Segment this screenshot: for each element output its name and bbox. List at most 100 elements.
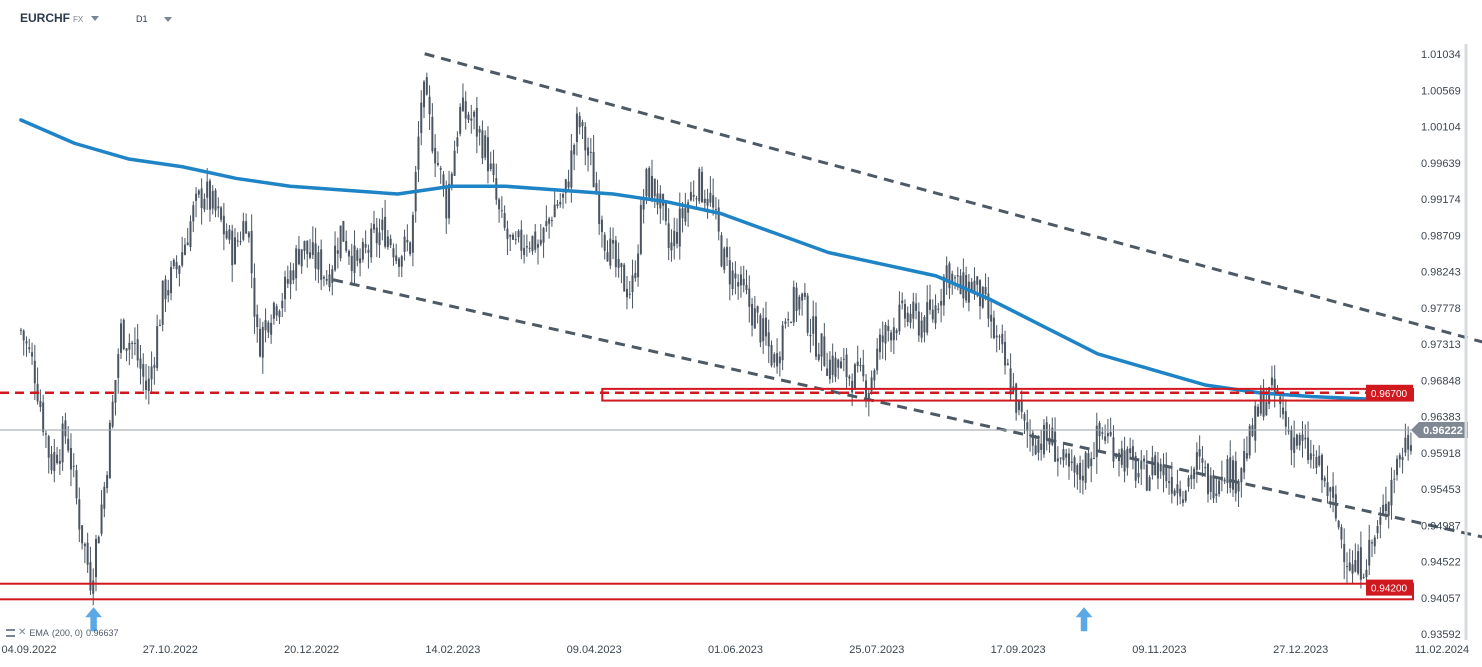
candle-body — [264, 320, 267, 331]
time-axis[interactable]: 04.09.2022 27.10.2022 20.12.2022 14.02.2023… — [1, 644, 1469, 656]
candle-body — [642, 198, 645, 210]
candle-body — [406, 239, 409, 243]
candle-body — [909, 313, 912, 323]
candle-body — [798, 296, 801, 310]
candle-body — [620, 263, 623, 268]
candle-body — [1037, 439, 1040, 453]
arrow-up-icon — [1072, 604, 1096, 633]
candle-body — [1345, 566, 1348, 568]
candle-body — [1134, 456, 1137, 481]
candle-body — [973, 280, 976, 295]
price-tick-label: 0.97313 — [1421, 339, 1461, 351]
candle-body — [195, 193, 198, 201]
price-tick-label: 0.97778 — [1421, 303, 1461, 315]
candle-body — [1223, 479, 1226, 482]
symbol-selector[interactable]: EURCHF FX — [20, 11, 100, 25]
candle-body — [612, 240, 615, 244]
candle-body — [878, 334, 881, 353]
close-icon[interactable]: ✕ — [18, 627, 27, 638]
candle-body — [492, 163, 495, 176]
candle-body — [1143, 458, 1146, 462]
candle-body — [1307, 437, 1310, 460]
candle-body — [1226, 459, 1229, 484]
candle-body — [281, 300, 284, 309]
candle-body — [1309, 453, 1312, 460]
candle-body — [178, 266, 181, 274]
candle-body — [945, 265, 948, 281]
candle-body — [345, 241, 348, 251]
candle-body — [142, 364, 145, 377]
candle-body — [1270, 377, 1273, 386]
candle-body — [1165, 464, 1168, 481]
candle-body — [926, 302, 929, 333]
upper-channel-line[interactable] — [424, 52, 1482, 451]
candle-body — [292, 270, 295, 281]
candle-body — [231, 230, 234, 266]
chevron-down-icon[interactable] — [163, 17, 172, 23]
candle-body — [1137, 472, 1140, 478]
candle-body — [89, 562, 92, 591]
candle-body — [1084, 452, 1087, 483]
candle-body — [1009, 368, 1012, 395]
candle-body — [186, 242, 189, 246]
candle-body — [392, 248, 395, 258]
price-axis[interactable]: 1.01034 1.00569 1.00104 0.99639 0.99174 0.987… — [1421, 44, 1468, 641]
price-tick-label: 0.96383 — [1421, 412, 1461, 424]
candle-body — [942, 276, 945, 306]
ema-200-line — [19, 118, 1412, 401]
trendlines[interactable] — [332, 52, 1482, 630]
candle-body — [531, 235, 534, 252]
candle-body — [645, 168, 648, 197]
candle-body — [787, 319, 790, 321]
candle-body — [1215, 493, 1218, 497]
candle-body — [233, 237, 236, 265]
candle-body — [128, 342, 131, 350]
price-tick-label: 1.00104 — [1421, 122, 1461, 134]
menu-icon[interactable] — [6, 628, 15, 637]
lower-channel-line[interactable] — [332, 278, 1482, 630]
candle-body — [314, 243, 317, 269]
candle-body — [334, 245, 337, 271]
candle-body — [170, 266, 173, 294]
price-tick-label: 1.00569 — [1421, 85, 1461, 97]
horizontal-levels[interactable]: 0.96700 0.94200 0.96222 — [0, 384, 1468, 601]
level-price-tag[interactable] — [1366, 384, 1413, 401]
chevron-down-icon[interactable] — [91, 16, 100, 22]
candle-body — [42, 402, 45, 432]
candle-body — [1159, 463, 1162, 472]
candle-body — [239, 241, 242, 243]
candle-body — [695, 198, 698, 200]
candle-body — [64, 420, 67, 437]
candle-body — [1401, 456, 1404, 460]
candle-body — [1051, 427, 1054, 445]
candle-body — [998, 336, 1001, 338]
candle-body — [183, 244, 186, 255]
candle-body — [1087, 453, 1090, 468]
candle-body — [1234, 460, 1237, 494]
candle-body — [1232, 460, 1235, 490]
candle-body — [245, 221, 248, 234]
timeframe-selector[interactable]: D1 — [136, 14, 172, 24]
candle-body — [39, 400, 42, 407]
candle-body — [247, 232, 250, 238]
candle-body — [734, 273, 737, 279]
time-tick-label: 11.02.2024 — [1415, 644, 1469, 656]
candle-body — [698, 168, 701, 202]
candle-body — [1195, 452, 1198, 470]
candle-body — [145, 380, 148, 391]
candle-body — [470, 118, 473, 121]
candle-body — [756, 306, 759, 313]
candle-body — [1198, 449, 1201, 457]
price-tick-label: 0.95918 — [1421, 448, 1461, 460]
candle-body — [453, 150, 456, 176]
level-zone[interactable] — [0, 582, 1415, 601]
candle-body — [578, 115, 581, 128]
candle-body — [86, 542, 89, 565]
candle-body — [464, 101, 467, 119]
candle-body — [1112, 437, 1115, 462]
candle-body — [712, 195, 715, 208]
candle-body — [361, 242, 364, 260]
level-price-tag[interactable] — [1366, 579, 1413, 596]
candle-body — [1034, 445, 1037, 455]
